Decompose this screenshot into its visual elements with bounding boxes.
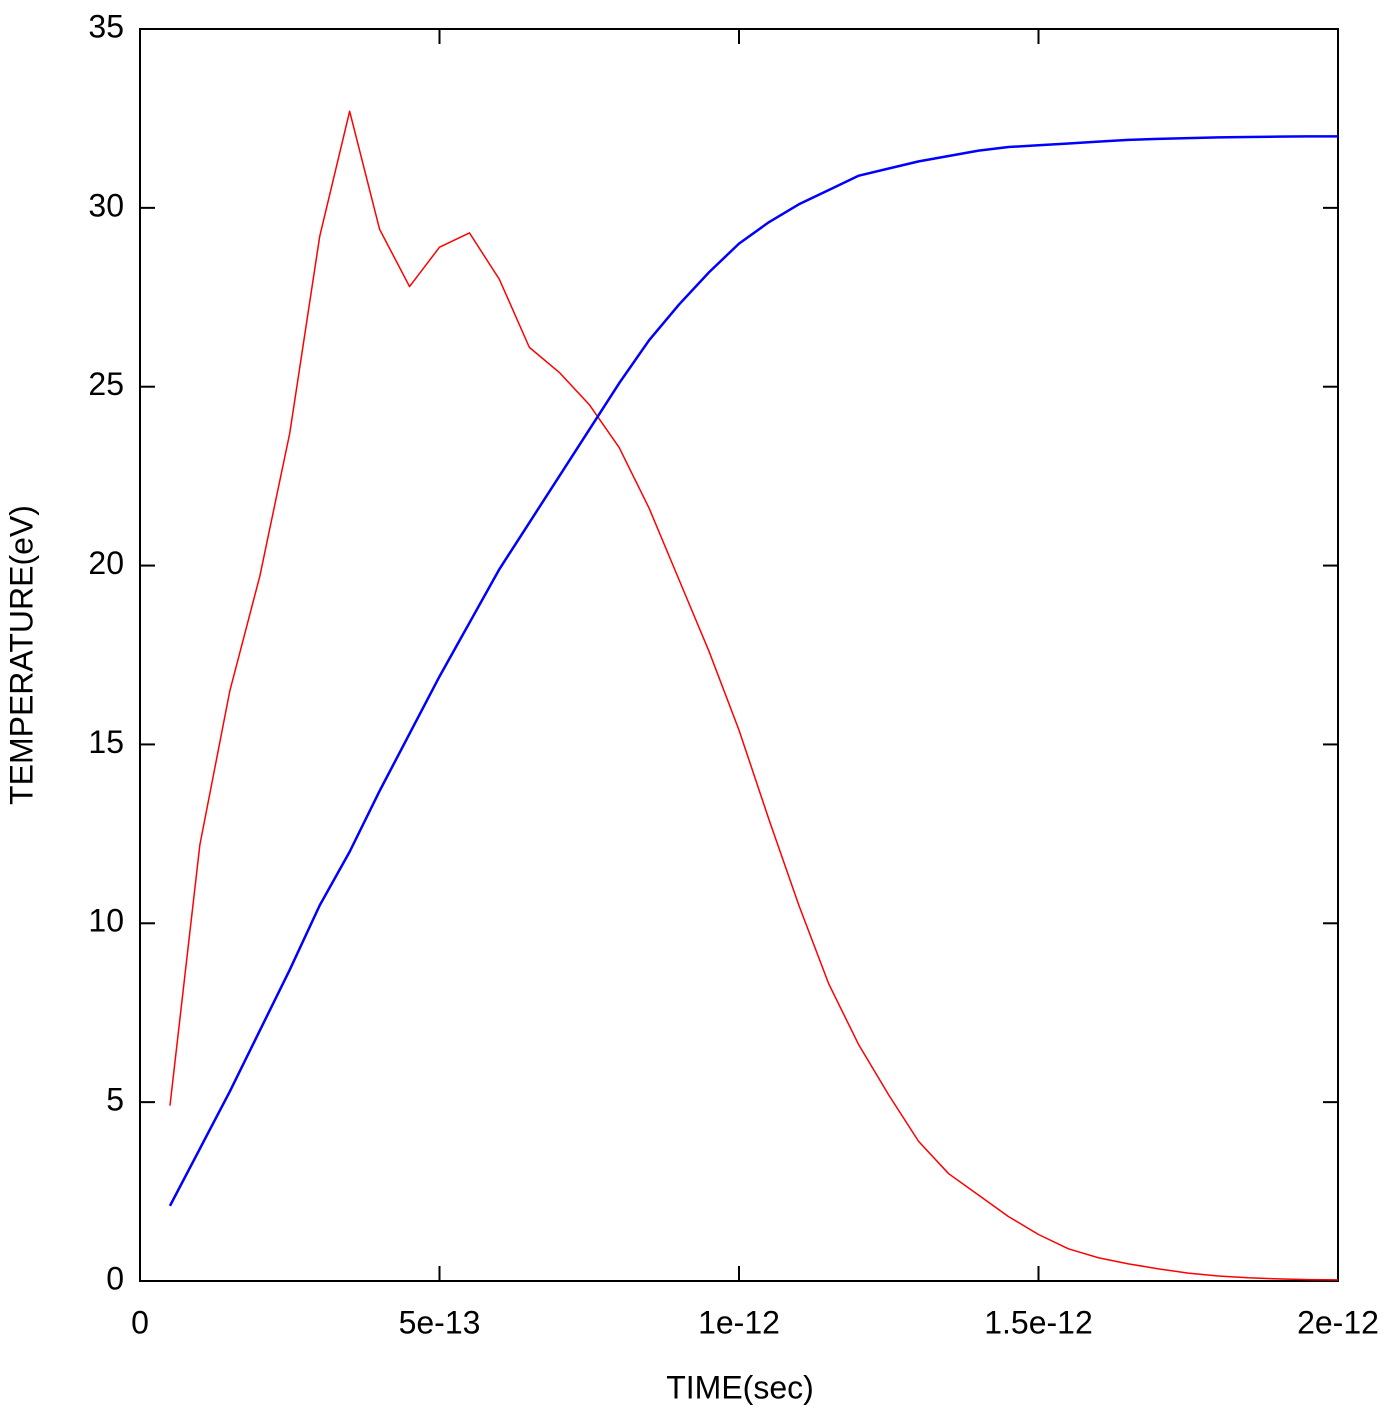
y-tick-label: 25 — [88, 366, 124, 402]
y-tick-label: 5 — [106, 1082, 124, 1118]
x-tick-label: 1.5e-12 — [984, 1304, 1093, 1340]
x-tick-label: 5e-13 — [399, 1304, 481, 1340]
y-tick-label: 10 — [88, 903, 124, 939]
y-tick-label: 0 — [106, 1260, 124, 1296]
x-tick-label: 0 — [131, 1304, 149, 1340]
x-axis-label: TIME(sec) — [666, 1369, 814, 1405]
data-line — [169, 110, 1339, 1281]
y-tick-label: 35 — [88, 8, 124, 44]
y-tick-label: 20 — [88, 545, 124, 581]
y-tick-label: 30 — [88, 187, 124, 223]
plot-frame — [139, 28, 1339, 1282]
y-tick-label: 15 — [88, 724, 124, 760]
data-line — [168, 135, 1338, 1207]
x-tick-label: 1e-12 — [698, 1304, 780, 1340]
x-tick-label: 2e-12 — [1297, 1304, 1379, 1340]
y-axis-label: TEMPERATURE(eV) — [3, 505, 39, 805]
